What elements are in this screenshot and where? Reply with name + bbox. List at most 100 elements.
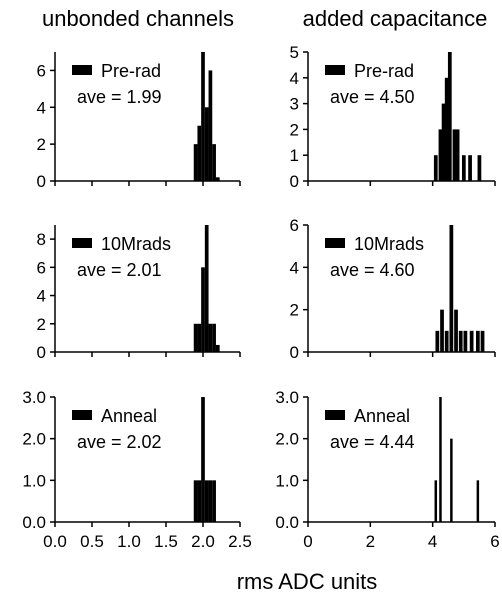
y-tick-label: 0.0 [22, 513, 46, 532]
y-tick-label: 2 [290, 301, 299, 320]
histogram-bar [450, 438, 453, 522]
panel-unbonded-10mrads: 0 2 4 6 8 10Mrads ave = 2.01 [37, 225, 241, 362]
histogram-bar [444, 330, 449, 352]
x-tick-label: 0.0 [43, 532, 67, 551]
y-tick-label: 3.0 [22, 388, 46, 407]
histogram-bar [441, 103, 446, 181]
average-annotation: ave = 4.60 [330, 260, 415, 280]
panel-capacitance-pre-rad: 0 1 2 3 4 5 Pre-rad ave = 4.50 [290, 43, 496, 191]
legend-label: 10Mrads [354, 234, 424, 254]
histogram-bar [193, 144, 198, 181]
histogram-bar [455, 129, 460, 181]
histogram-bar [444, 77, 449, 181]
histogram-bar [197, 480, 202, 522]
histogram-bar [212, 323, 216, 352]
histogram-bar [449, 225, 454, 352]
y-tick-label: 0 [37, 343, 46, 362]
y-tick-label: 5 [290, 43, 299, 62]
histogram-bar [458, 330, 463, 352]
legend-swatch [325, 65, 345, 75]
y-tick-label: 0 [290, 172, 299, 191]
histogram-bar [208, 480, 213, 522]
y-tick-label: 1.0 [22, 471, 46, 490]
legend-label: Pre-rad [354, 61, 414, 81]
y-tick-label: 1 [290, 146, 299, 165]
histogram-bar [208, 70, 213, 181]
histogram-bar [212, 144, 216, 181]
legend-swatch [72, 238, 92, 248]
x-tick-label: 0 [303, 532, 312, 551]
histogram-bar [475, 330, 480, 352]
histogram-bar [480, 330, 485, 352]
y-tick-label: 4 [37, 287, 46, 306]
histogram-bar [193, 323, 198, 352]
histogram-bar [193, 480, 198, 522]
histogram-bar [477, 155, 482, 181]
x-tick-label: 2 [366, 532, 375, 551]
histogram-bar [204, 480, 209, 522]
histogram-bar [201, 397, 205, 522]
x-tick-label: 1.0 [117, 532, 141, 551]
x-axis-label: rms ADC units [237, 569, 378, 594]
average-annotation: ave = 2.01 [77, 260, 162, 280]
y-tick-label: 2.0 [22, 430, 46, 449]
legend-label: Anneal [101, 406, 157, 426]
legend-label: Pre-rad [101, 61, 161, 81]
x-tick-label: 0.5 [80, 532, 104, 551]
histogram-bar [197, 125, 202, 181]
histogram-bar [454, 309, 458, 352]
y-tick-label: 0 [290, 343, 299, 362]
legend-label: Anneal [354, 406, 410, 426]
column-title-capacitance: added capacitance [303, 6, 488, 31]
x-tick-label: 6 [490, 532, 499, 551]
y-tick-label: 1.0 [275, 471, 299, 490]
histogram-bar [434, 480, 438, 522]
histogram-bar [440, 309, 444, 352]
average-annotation: ave = 1.99 [77, 87, 162, 107]
y-tick-label: 6 [37, 61, 46, 80]
average-annotation: ave = 2.02 [77, 432, 162, 452]
y-tick-label: 4 [290, 258, 299, 277]
histogram-bar [433, 155, 438, 181]
y-tick-label: 6 [290, 216, 299, 235]
histogram-bar [204, 225, 209, 352]
y-tick-label: 8 [37, 230, 46, 249]
panel-unbonded-anneal: 0.0 1.0 2.0 3.0 0.0 0.5 1.0 1.5 2.0 2.5 Anneal ave … [22, 388, 251, 551]
histogram-bar [439, 397, 442, 522]
histogram-bar [463, 330, 468, 352]
y-tick-label: 2 [290, 120, 299, 139]
column-title-unbonded: unbonded channels [42, 6, 234, 31]
x-tick-label: 2.0 [191, 532, 215, 551]
y-tick-label: 0.0 [275, 513, 299, 532]
average-annotation: ave = 4.50 [330, 87, 415, 107]
panels: 0 2 4 6 Pre-rad ave = 1.99 0 1 2 3 4 5 Pre-rad ave = … [22, 43, 499, 551]
legend-label: 10Mrads [101, 234, 171, 254]
histogram-bar [469, 330, 474, 352]
histogram-bar [215, 344, 220, 352]
histogram-bar [438, 129, 443, 181]
histogram-bar [468, 155, 472, 181]
histogram-bar [204, 107, 209, 181]
histogram-bar [197, 323, 202, 352]
legend-swatch [325, 410, 345, 420]
y-tick-label: 3 [290, 95, 299, 114]
x-tick-label: 4 [428, 532, 437, 551]
x-tick-label: 1.5 [154, 532, 178, 551]
panel-capacitance-10mrads: 0 2 4 6 10Mrads ave = 4.60 [290, 216, 496, 362]
histogram-bar [435, 330, 440, 352]
average-annotation: ave = 4.44 [330, 432, 415, 452]
histogram-bar [461, 155, 466, 181]
legend-swatch [325, 238, 345, 248]
legend-swatch [72, 410, 92, 420]
panel-unbonded-pre-rad: 0 2 4 6 Pre-rad ave = 1.99 [37, 52, 241, 191]
histogram-bar [476, 480, 480, 522]
y-tick-label: 2 [37, 315, 46, 334]
x-tick-label: 2.5 [228, 532, 252, 551]
y-tick-label: 2 [37, 135, 46, 154]
y-tick-label: 3.0 [275, 388, 299, 407]
y-tick-label: 0 [37, 172, 46, 191]
histogram-bar [215, 177, 220, 181]
legend-swatch [72, 65, 92, 75]
histogram-bar [212, 480, 216, 522]
